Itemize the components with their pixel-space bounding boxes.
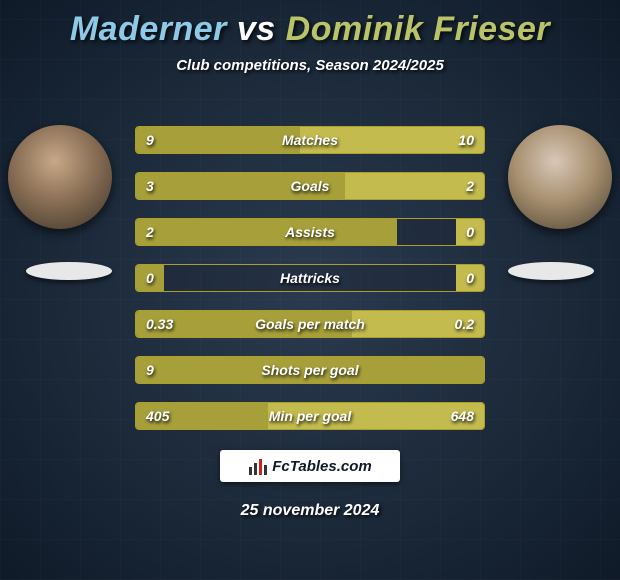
player2-shadow [508,262,594,280]
stat-row: 9Shots per goal [135,356,485,384]
stat-label: Hattricks [136,265,484,291]
subtitle: Club competitions, Season 2024/2025 [0,57,620,74]
player1-name: Maderner [70,10,227,48]
player2-name: Dominik Frieser [286,10,550,48]
stat-bar-left [136,219,397,245]
stat-row: 00Hattricks [135,264,485,292]
stat-bar-right [456,219,484,245]
stat-row: 0.330.2Goals per match [135,310,485,338]
player1-avatar [8,125,112,229]
stat-row: 20Assists [135,218,485,246]
vs-text: vs [237,10,276,48]
player2-avatar [508,125,612,229]
stat-row: 405648Min per goal [135,402,485,430]
stat-row: 910Matches [135,126,485,154]
stat-bar-left [136,127,300,153]
stat-bar-right [268,403,484,429]
stat-bar-left [136,173,345,199]
stat-bar-right [456,265,484,291]
stat-bar-right [300,127,484,153]
comparison-chart: 910Matches 32Goals 20Assists 00Hattricks 0.3… [135,126,485,448]
stat-bar-right [345,173,484,199]
logo-text: FcTables.com [272,458,371,475]
date-text: 25 november 2024 [0,502,620,520]
stat-row: 32Goals [135,172,485,200]
logo-box: FcTables.com [220,450,400,482]
logo-chart-icon [248,457,268,475]
stat-bar-right [352,311,484,337]
page-title: Maderner vs Dominik Frieser [0,0,620,49]
stat-bar-left [136,265,164,291]
stat-bar-left [136,403,268,429]
stat-bar-left [136,311,352,337]
stat-bar-left [136,357,484,383]
player1-shadow [26,262,112,280]
